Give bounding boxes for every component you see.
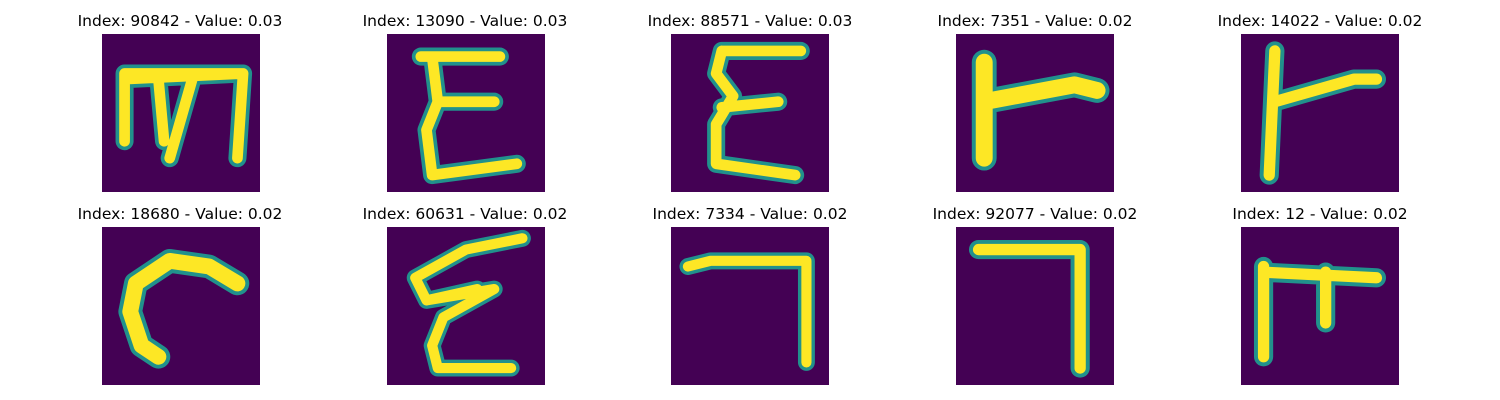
glyph-image-2 bbox=[387, 34, 545, 192]
panel-title-2: Index: 13090 - Value: 0.03 bbox=[362, 12, 568, 30]
glyph-image-9 bbox=[956, 227, 1114, 385]
panel-title-6: Index: 18680 - Value: 0.02 bbox=[77, 205, 283, 223]
panel-title-5: Index: 14022 - Value: 0.02 bbox=[1217, 12, 1423, 30]
panel-title-8: Index: 7334 - Value: 0.02 bbox=[652, 205, 848, 223]
glyph-image-8 bbox=[671, 227, 829, 385]
panel-title-10: Index: 12 - Value: 0.02 bbox=[1232, 205, 1408, 223]
glyph-image-3 bbox=[671, 34, 829, 192]
panel-title-9: Index: 92077 - Value: 0.02 bbox=[932, 205, 1138, 223]
glyph-image-5 bbox=[1241, 34, 1399, 192]
glyph-image-10 bbox=[1241, 227, 1399, 385]
panel-title-3: Index: 88571 - Value: 0.03 bbox=[647, 12, 853, 30]
glyph-image-6 bbox=[102, 227, 260, 385]
panel-title-7: Index: 60631 - Value: 0.02 bbox=[362, 205, 568, 223]
glyph-image-7 bbox=[387, 227, 545, 385]
panel-title-1: Index: 90842 - Value: 0.03 bbox=[77, 12, 283, 30]
glyph-image-1 bbox=[102, 34, 260, 192]
panel-title-4: Index: 7351 - Value: 0.02 bbox=[937, 12, 1133, 30]
glyph-image-4 bbox=[956, 34, 1114, 192]
